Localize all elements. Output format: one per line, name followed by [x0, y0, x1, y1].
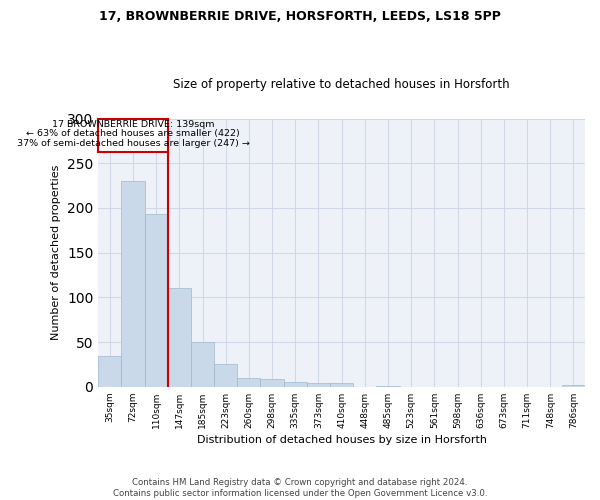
Bar [145, 214, 168, 387]
Bar [260, 379, 284, 387]
Bar [376, 386, 400, 387]
FancyBboxPatch shape [98, 118, 168, 152]
Bar [168, 288, 191, 387]
X-axis label: Distribution of detached houses by size in Horsforth: Distribution of detached houses by size … [197, 435, 487, 445]
Text: 17 BROWNBERRIE DRIVE: 139sqm: 17 BROWNBERRIE DRIVE: 139sqm [52, 120, 214, 130]
Text: 17, BROWNBERRIE DRIVE, HORSFORTH, LEEDS, LS18 5PP: 17, BROWNBERRIE DRIVE, HORSFORTH, LEEDS,… [99, 10, 501, 23]
Text: ← 63% of detached houses are smaller (422): ← 63% of detached houses are smaller (42… [26, 130, 240, 138]
Y-axis label: Number of detached properties: Number of detached properties [52, 165, 61, 340]
Bar [214, 364, 238, 387]
Text: Contains HM Land Registry data © Crown copyright and database right 2024.
Contai: Contains HM Land Registry data © Crown c… [113, 478, 487, 498]
Bar [330, 383, 353, 387]
Bar [562, 385, 585, 387]
Title: Size of property relative to detached houses in Horsforth: Size of property relative to detached ho… [173, 78, 510, 91]
Bar [284, 382, 307, 387]
Bar [238, 378, 260, 387]
Bar [121, 181, 145, 387]
Bar [98, 356, 121, 387]
Text: 37% of semi-detached houses are larger (247) →: 37% of semi-detached houses are larger (… [17, 139, 250, 148]
Bar [191, 342, 214, 387]
Bar [307, 383, 330, 387]
